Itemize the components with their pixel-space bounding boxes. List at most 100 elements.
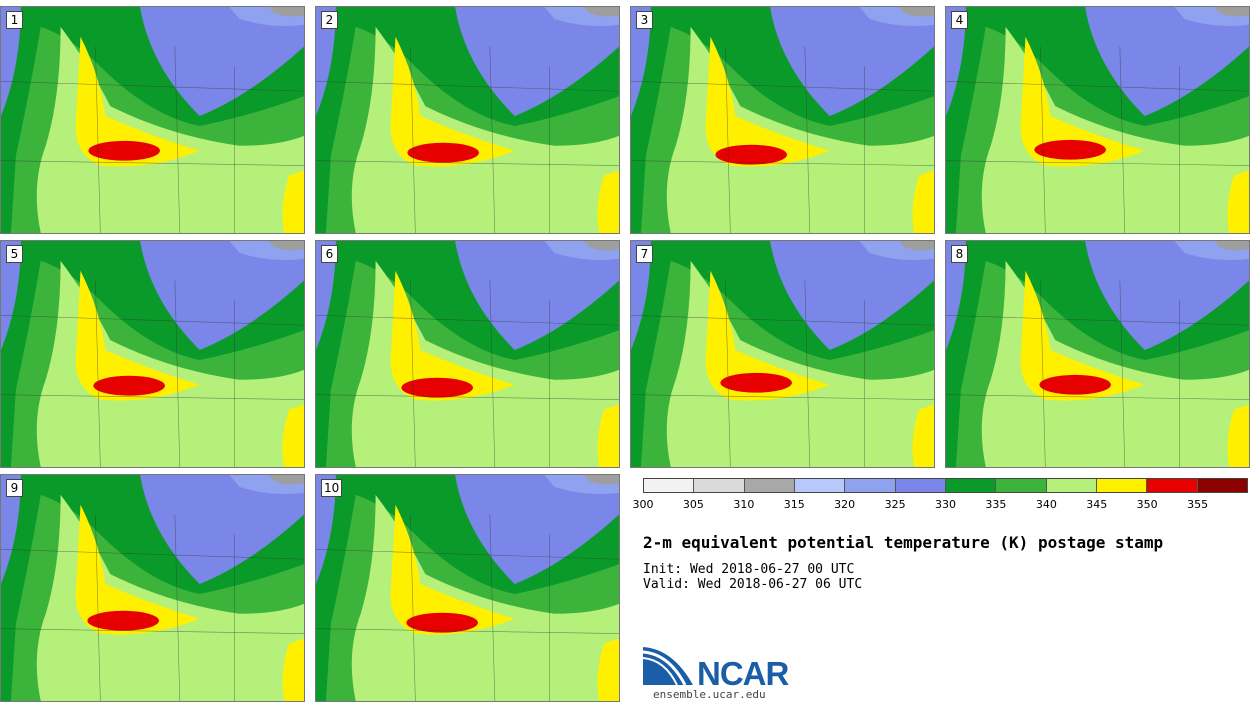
colorbar-tick-label: 305 — [682, 498, 704, 511]
member-map-4 — [946, 7, 1249, 233]
colorbar-cell — [1197, 479, 1247, 492]
colorbar-tick-label: 335 — [985, 498, 1007, 511]
colorbar-tick-label: 350 — [1136, 498, 1158, 511]
member-label: 2 — [321, 11, 338, 29]
southeast-yellow-patch — [282, 404, 304, 467]
high-theta-e-yellow — [75, 36, 200, 167]
hudson-bay-shape — [584, 241, 619, 251]
moist-field-light-green — [351, 494, 619, 701]
southeast-yellow-patch — [597, 638, 619, 701]
hudson-bay-shape — [1214, 7, 1249, 17]
moist-field-light-green — [351, 26, 619, 233]
member-label: 5 — [6, 245, 23, 263]
colorbar-cell — [794, 479, 846, 492]
member-panel-7[interactable]: 7 — [630, 240, 935, 468]
moist-field-light-green — [666, 260, 934, 467]
member-panel-6[interactable]: 6 — [315, 240, 620, 468]
colorbar-tick-label: 325 — [884, 498, 906, 511]
state-boundaries — [316, 46, 619, 233]
max-theta-e-core — [406, 612, 478, 633]
high-theta-e-yellow — [390, 504, 515, 635]
high-theta-e-yellow — [1020, 36, 1145, 167]
moist-field-light-green — [666, 26, 934, 233]
member-label: 8 — [951, 245, 968, 263]
max-theta-e-core — [88, 140, 160, 161]
colorbar-cell — [644, 479, 695, 492]
hudson-bay-shape — [269, 475, 304, 485]
high-theta-e-yellow — [390, 270, 515, 401]
southeast-yellow-patch — [1227, 170, 1249, 233]
member-panel-8[interactable]: 8 — [945, 240, 1250, 468]
figure-title: 2-m equivalent potential temperature (K)… — [643, 533, 1164, 552]
member-panel-10[interactable]: 10 — [315, 474, 620, 702]
moist-field-light-green — [981, 260, 1249, 467]
moist-field-light-green — [36, 260, 304, 467]
high-theta-e-yellow — [705, 270, 830, 401]
colorbar-cell — [996, 479, 1047, 492]
max-theta-e-core — [715, 144, 787, 165]
southeast-yellow-patch — [912, 404, 934, 467]
member-map-5 — [1, 241, 304, 467]
state-boundaries — [1, 514, 304, 701]
colorbar-tick-label: 315 — [783, 498, 805, 511]
max-theta-e-core — [401, 377, 473, 398]
colorbar-cell — [845, 479, 896, 492]
member-map-2 — [316, 7, 619, 233]
member-panel-1[interactable]: 1 — [0, 6, 305, 234]
member-panel-5[interactable]: 5 — [0, 240, 305, 468]
colorbar-cell — [1096, 479, 1148, 492]
hudson-bay-shape — [899, 7, 934, 17]
member-map-1 — [1, 7, 304, 233]
max-theta-e-core — [93, 375, 165, 396]
state-boundaries — [631, 280, 934, 467]
hudson-bay-shape — [269, 241, 304, 251]
colorbar-cell — [744, 479, 795, 492]
site-url: ensemble.ucar.edu — [653, 688, 766, 701]
state-boundaries — [316, 514, 619, 701]
member-panel-9[interactable]: 9 — [0, 474, 305, 702]
colorbar-ticks: 300 305 310 315 320 325 330 335 340 345 350 355 — [633, 498, 1248, 512]
colorbar-tick-label: 300 — [632, 498, 654, 511]
member-map-3 — [631, 7, 934, 233]
state-boundaries — [1, 46, 304, 233]
moist-field-light-green — [981, 26, 1249, 233]
member-panel-3[interactable]: 3 — [630, 6, 935, 234]
colorbar-tick-label: 345 — [1086, 498, 1108, 511]
member-label: 4 — [951, 11, 968, 29]
max-theta-e-core — [1034, 139, 1106, 160]
southeast-yellow-patch — [282, 638, 304, 701]
colorbar-tick-label: 310 — [733, 498, 755, 511]
ncar-logo-icon — [643, 647, 693, 686]
member-label: 7 — [636, 245, 653, 263]
high-theta-e-yellow — [705, 36, 830, 167]
high-theta-e-yellow — [390, 36, 515, 167]
colorbar-tick-label: 355 — [1187, 498, 1209, 511]
member-label: 6 — [321, 245, 338, 263]
colorbar-tick-label: 320 — [834, 498, 856, 511]
high-theta-e-yellow — [75, 504, 200, 635]
southeast-yellow-patch — [912, 170, 934, 233]
southeast-yellow-patch — [597, 170, 619, 233]
moist-field-light-green — [351, 260, 619, 467]
high-theta-e-yellow — [1020, 270, 1145, 401]
member-label: 10 — [321, 479, 343, 497]
state-boundaries — [946, 46, 1249, 233]
state-boundaries — [316, 280, 619, 467]
member-map-8 — [946, 241, 1249, 467]
member-panel-2[interactable]: 2 — [315, 6, 620, 234]
member-map-9 — [1, 475, 304, 701]
hudson-bay-shape — [1214, 241, 1249, 251]
valid-time: Valid: Wed 2018-06-27 06 UTC — [643, 577, 863, 592]
southeast-yellow-patch — [597, 404, 619, 467]
max-theta-e-core — [1039, 374, 1111, 395]
state-boundaries — [1, 280, 304, 467]
moist-field-light-green — [36, 26, 304, 233]
member-panel-4[interactable]: 4 — [945, 6, 1250, 234]
init-time: Init: Wed 2018-06-27 00 UTC — [643, 562, 855, 577]
member-map-6 — [316, 241, 619, 467]
member-label: 9 — [6, 479, 23, 497]
colorbar-cell — [945, 479, 997, 492]
hudson-bay-shape — [584, 475, 619, 485]
colorbar-cell — [694, 479, 745, 492]
max-theta-e-core — [407, 142, 479, 163]
